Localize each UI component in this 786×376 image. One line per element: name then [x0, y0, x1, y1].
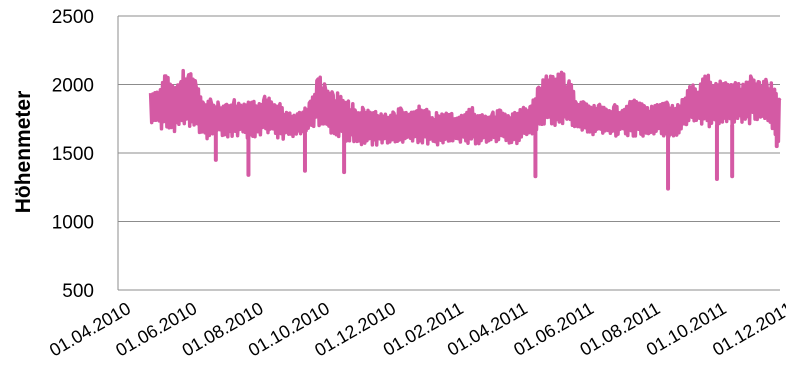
y-tick-label: 1000: [52, 213, 94, 234]
y-tick-label: 2500: [52, 7, 94, 28]
series-line: [148, 68, 782, 147]
grid-lines: [118, 15, 780, 291]
series-elevation: [148, 68, 782, 191]
y-tick-label: 2000: [52, 76, 94, 97]
y-tick-label: 1500: [52, 144, 94, 165]
x-tick-labels: 01.04.201001.06.201001.08.201001.10.2010…: [46, 298, 786, 360]
y-axis-label: Höhenmeter: [12, 91, 35, 214]
y-tick-labels: 500 1000 1500 2000 2500: [52, 7, 94, 302]
y-tick-label: 500: [62, 281, 94, 302]
